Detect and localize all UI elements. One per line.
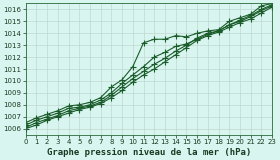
X-axis label: Graphe pression niveau de la mer (hPa): Graphe pression niveau de la mer (hPa) (47, 148, 251, 156)
